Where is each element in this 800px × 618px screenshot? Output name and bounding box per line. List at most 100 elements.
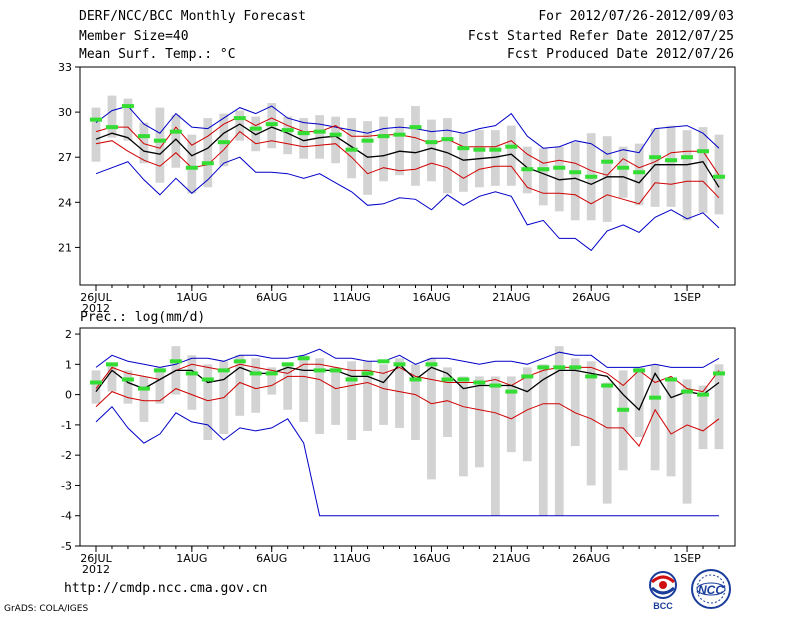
panel-1-line-min [95, 156, 720, 252]
panel-2-spread-box [602, 382, 612, 504]
panel-1-spread-box [235, 110, 245, 141]
panel-1-median-mark [441, 137, 454, 142]
panel-1-median-mark [233, 116, 246, 121]
panel-2-median-mark [473, 380, 486, 385]
panel-1-median-mark [313, 129, 326, 134]
panel-2-spread-box [538, 364, 548, 516]
panel-1-xtick-sublabel: 2012 [82, 302, 110, 315]
panel-2-spread-box [682, 379, 692, 504]
panel-2-median-mark [105, 362, 118, 367]
panel-1-line-mean [95, 123, 720, 188]
panel-1-xtick-label: 26AUG [572, 291, 610, 304]
panel-1-median-mark [345, 147, 358, 152]
panel-1-frame [79, 66, 736, 286]
panel-2-spread-box [427, 358, 436, 480]
panel-2-median-mark [713, 371, 725, 376]
panel-2-spread-box [363, 361, 372, 431]
panel-1-spread-box [554, 146, 564, 212]
forecast-start-date: Fcst Started Refer Date 2012/07/25 [467, 29, 734, 44]
panel-1-median-mark [585, 174, 598, 179]
panel-2-median-mark [697, 392, 710, 397]
grads-credit: GrADS: COLA/IGES [4, 604, 89, 614]
panel-1-spread-box [283, 116, 293, 155]
panel-2-spread-box [490, 376, 500, 516]
panel-2-spread-box [506, 376, 516, 453]
panel-2-spread-box [570, 358, 580, 447]
panel-2-median-mark [313, 368, 326, 373]
panel-2-median-mark [297, 356, 310, 361]
panel-2-spread-box [698, 385, 708, 450]
panel-1-xtick-label: 11AUG [333, 291, 371, 304]
panel-1-median-mark [473, 147, 486, 152]
panel-1-ytick-label: 27 [58, 151, 72, 164]
forecast-period: For 2012/07/26-2012/09/03 [538, 9, 734, 24]
panel-1-spread-box [506, 125, 516, 186]
panel-2-median-mark [537, 365, 550, 370]
panel-1-spread-box [315, 115, 325, 159]
panel-1-spread-box [395, 118, 404, 176]
panel-2-xtick-label: 21AUG [492, 552, 530, 565]
panel-2-spread-box [267, 367, 277, 395]
panel-2-spread-box [395, 358, 404, 428]
panel-2-ytick-label: 1 [65, 358, 72, 371]
chart-title: DERF/NCC/BCC Monthly Forecast [79, 9, 306, 24]
panel-2-median-mark [617, 407, 630, 412]
panel-2-spread-box [123, 370, 133, 404]
panel-1-xtick-label: 26JUL [80, 291, 112, 304]
panel-1-xtick-label: 21AUG [492, 291, 530, 304]
panel-2-median-mark [649, 395, 662, 400]
panel-2-spread-box [650, 364, 660, 471]
panel-1-median-mark [505, 144, 518, 149]
source-url[interactable]: http://cmdp.ncc.cma.gov.cn [64, 581, 268, 596]
panel-1-spread-box [363, 121, 372, 195]
panel-2-median-mark [681, 389, 694, 394]
panel-1-spread-box [107, 95, 117, 138]
panel-2-ytick-label: 0 [65, 389, 72, 402]
panel-2-median-mark [249, 371, 262, 376]
panel-2-xtick-label: 11AUG [333, 552, 371, 565]
panel-2-ytick-label: -4 [61, 510, 72, 523]
panel-2-spread-box [283, 364, 293, 410]
panel-2-median-mark [665, 377, 678, 382]
panel-2-spread-box [331, 367, 341, 425]
panel-2-median-mark [345, 377, 358, 382]
panel-1-median-mark [537, 167, 550, 172]
panel-1-median-mark [185, 165, 198, 170]
panel-1-ytick-label: 33 [58, 61, 72, 74]
panel-1-xtick-label: 6AUG [256, 291, 287, 304]
panel-1-median-mark [153, 138, 166, 143]
panel-1-spread-box [91, 107, 101, 162]
panel-2-spread-box [139, 376, 149, 422]
panel-1-median-mark [361, 138, 374, 143]
panel-2-median-mark [361, 371, 374, 376]
panel-1-median-mark [281, 128, 294, 133]
panel-1-median-mark [601, 159, 614, 164]
panel-1-spread-box [219, 113, 229, 167]
panel-2-ytick-label: -1 [61, 419, 72, 432]
panel-1-spread-box [618, 146, 628, 198]
panel-2-xtick-label: 26AUG [572, 552, 610, 565]
svg-text:BCC: BCC [653, 601, 673, 611]
panel-2-median-mark [409, 377, 422, 382]
panel-2-spread-box [315, 358, 325, 434]
panel-1-median-mark [265, 122, 278, 127]
panel-1-median-mark [489, 147, 502, 152]
panel-1-median-mark [121, 104, 134, 109]
panel-2-median-mark [585, 374, 598, 379]
panel-1-xtick-label: 1SEP [673, 291, 701, 304]
panel-2-title: Prec.: log(mm/d) [80, 310, 205, 325]
panel-2-spread-box [634, 367, 644, 437]
panel-2-xtick-label: 6AUG [256, 552, 287, 565]
panel-1-spread-box [203, 118, 213, 188]
panel-2-median-mark [153, 368, 166, 373]
panel-2-ytick-label: -2 [61, 449, 72, 462]
panel-1-median-mark [217, 140, 230, 145]
forecast-produced-date: Fcst Produced Date 2012/07/26 [507, 47, 734, 62]
panel-2-spread-box [522, 367, 532, 462]
panel-1-spread-box [251, 116, 261, 152]
panel-1-median-mark [409, 125, 422, 130]
panel-1-median-mark [521, 167, 534, 172]
panel-1-spread-box [187, 134, 197, 194]
panel-1-median-mark [105, 125, 118, 130]
